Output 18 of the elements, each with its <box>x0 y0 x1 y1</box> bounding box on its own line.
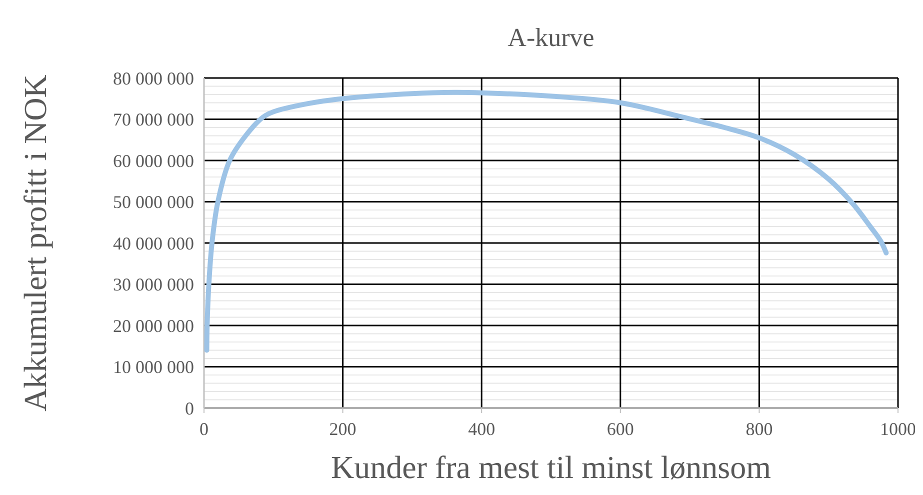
x-tick-label: 800 <box>746 419 773 439</box>
x-tick-label: 200 <box>329 419 356 439</box>
y-tick-label: 30 000 000 <box>113 274 194 295</box>
y-tick-label: 20 000 000 <box>113 316 194 336</box>
y-tick-label: 60 000 000 <box>113 150 194 171</box>
x-tick-label: 400 <box>468 419 496 439</box>
y-tick-label: 40 000 000 <box>113 233 194 254</box>
y-tick-label: 50 000 000 <box>113 192 194 212</box>
x-axis-title: Kunder fra mest til minst lønnsom <box>331 449 772 485</box>
y-tick-label: 10 000 000 <box>113 357 194 378</box>
y-tick-label: 0 <box>185 398 194 418</box>
x-tick-label: 0 <box>200 419 208 439</box>
x-tick-label: 600 <box>606 419 634 439</box>
y-tick-label: 80 000 000 <box>113 68 194 88</box>
chart-title: A-kurve <box>508 23 594 52</box>
y-axis-title: Akkumulert profitt i NOK <box>17 74 53 412</box>
x-tick-label: 1000 <box>880 419 916 439</box>
y-tick-label: 70 000 000 <box>113 110 194 130</box>
